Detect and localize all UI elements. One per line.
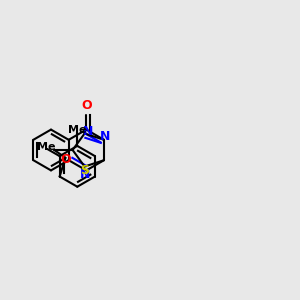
Text: O: O — [81, 99, 92, 112]
Text: N: N — [82, 124, 93, 138]
Text: N: N — [100, 130, 111, 143]
Text: O: O — [61, 153, 71, 166]
Text: Me: Me — [37, 142, 55, 152]
Text: S: S — [80, 164, 89, 177]
Text: Me: Me — [68, 125, 87, 135]
Text: N: N — [80, 167, 90, 181]
